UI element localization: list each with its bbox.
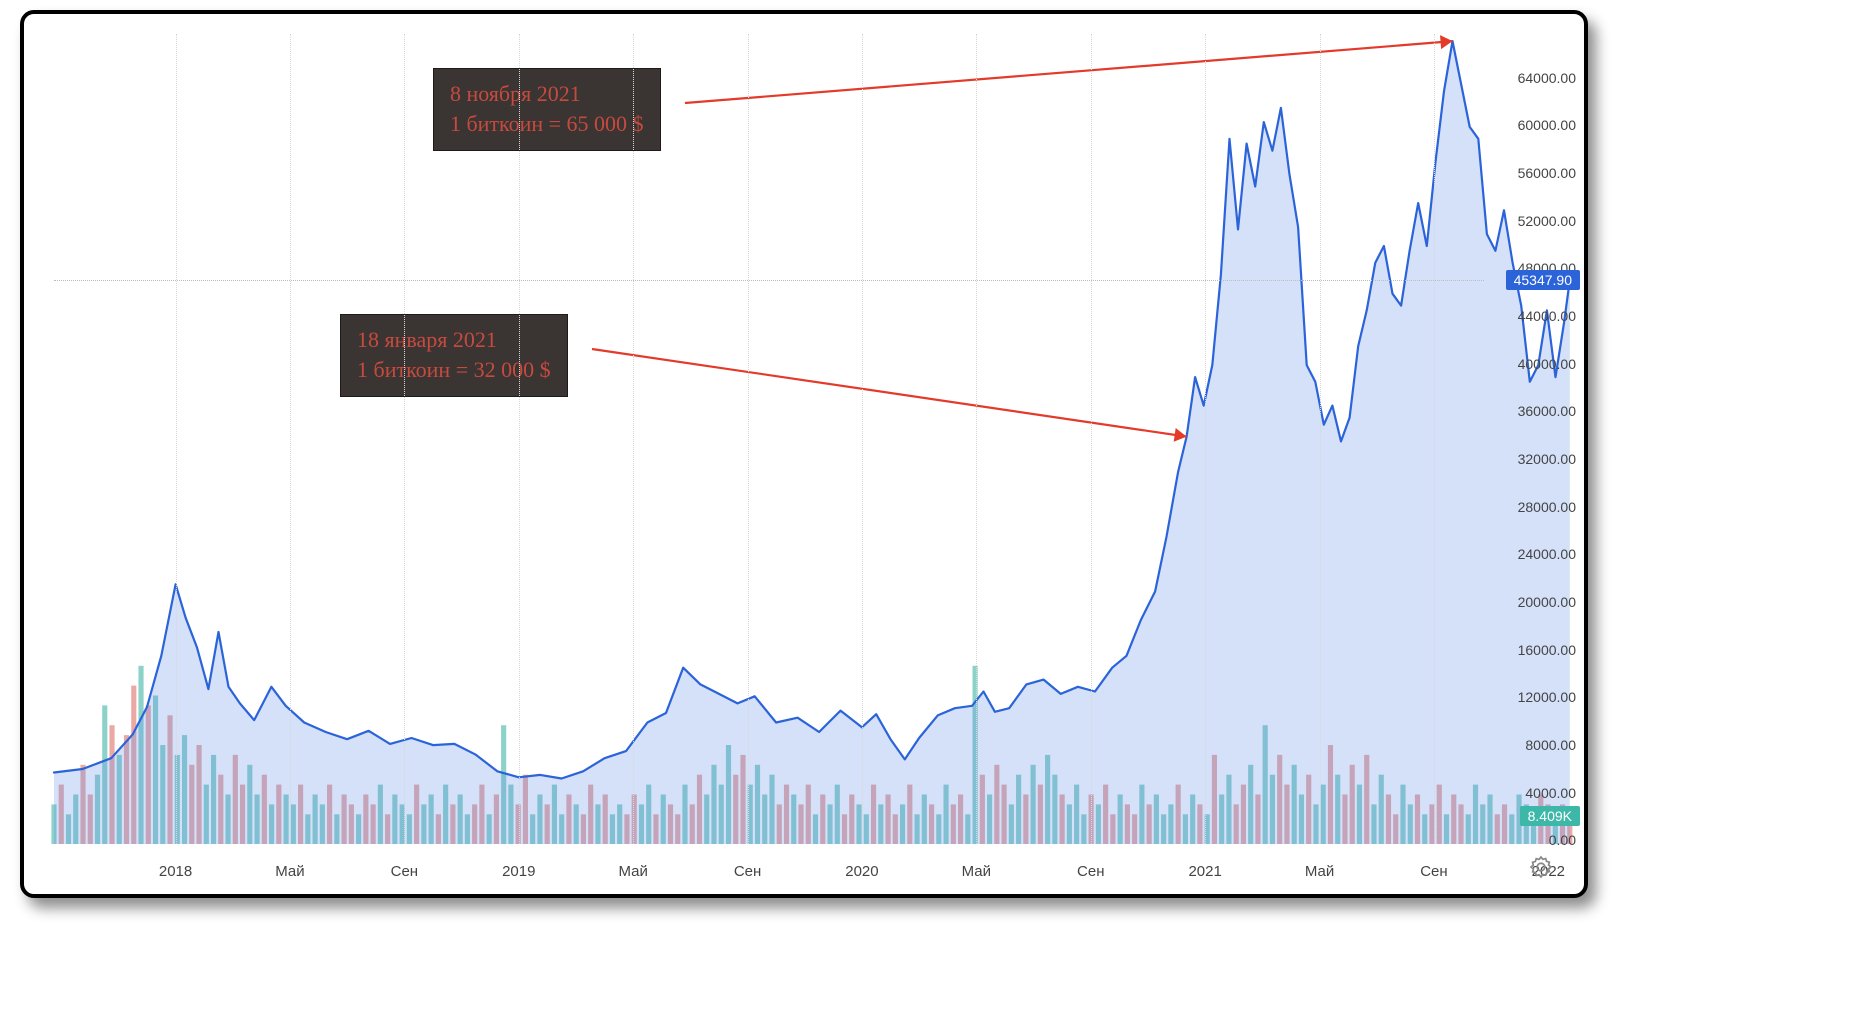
volume-badge: 8.409K <box>1520 806 1580 826</box>
x-axis-tick-label: Май <box>962 863 991 880</box>
y-axis-tick-label: 16000.00 <box>1518 642 1576 658</box>
current-price-line <box>54 280 1484 281</box>
annotation-line1: 8 ноября 2021 <box>450 79 644 109</box>
x-axis: 2018 Май Сен 2019 Май Сен 2020 Май Сен 2021 Май Сен… <box>54 850 1484 880</box>
x-axis-tick-label: Сен <box>734 863 761 880</box>
annotation-jan-2021: 18 января 2021 1 биткоин = 32 000 $ <box>340 314 568 397</box>
chart-frame: 0.00 4000.00 8000.00 12000.00 16000.00 20000.… <box>20 10 1588 898</box>
vertical-gridline <box>1320 34 1321 844</box>
y-axis-tick-label: 0.00 <box>1549 832 1576 848</box>
annotation-line1: 18 января 2021 <box>357 325 551 355</box>
volume-badge-value: 8.409K <box>1528 808 1572 824</box>
settings-button[interactable] <box>1528 854 1554 880</box>
chart-plot-area[interactable] <box>54 34 1484 844</box>
y-axis-tick-label: 36000.00 <box>1518 403 1576 419</box>
y-axis-tick-label: 4000.00 <box>1525 785 1576 801</box>
x-axis-tick-label: Сен <box>1077 863 1104 880</box>
y-axis-tick-label: 20000.00 <box>1518 594 1576 610</box>
annotation-line2: 1 биткоин = 65 000 $ <box>450 109 644 139</box>
vertical-gridline <box>1205 34 1206 844</box>
y-axis-tick-label: 60000.00 <box>1518 117 1576 133</box>
y-axis-tick-label: 56000.00 <box>1518 165 1576 181</box>
y-axis-tick-label: 8000.00 <box>1525 737 1576 753</box>
current-price-value: 45347.90 <box>1514 272 1572 288</box>
vertical-gridline <box>862 34 863 844</box>
vertical-gridline <box>1434 34 1435 844</box>
x-axis-tick-label: Май <box>275 863 304 880</box>
vertical-gridline <box>1091 34 1092 844</box>
x-axis-tick-label: 2020 <box>845 863 878 880</box>
current-price-badge: 45347.90 <box>1506 270 1580 290</box>
annotation-line2: 1 биткоин = 32 000 $ <box>357 355 551 385</box>
vertical-gridline <box>633 34 634 844</box>
y-axis-tick-label: 24000.00 <box>1518 546 1576 562</box>
y-axis: 0.004000.008000.0012000.0016000.0020000.… <box>1486 34 1576 844</box>
vertical-gridline <box>519 34 520 844</box>
y-axis-tick-label: 40000.00 <box>1518 356 1576 372</box>
x-axis-tick-label: Сен <box>1420 863 1447 880</box>
gear-icon <box>1528 854 1554 880</box>
x-axis-tick-label: 2019 <box>502 863 535 880</box>
vertical-gridline <box>976 34 977 844</box>
x-axis-tick-label: 2018 <box>159 863 192 880</box>
x-axis-tick-label: Май <box>618 863 647 880</box>
price-chart-svg <box>54 34 1484 844</box>
vertical-gridline <box>290 34 291 844</box>
x-axis-tick-label: Сен <box>391 863 418 880</box>
y-axis-tick-label: 32000.00 <box>1518 451 1576 467</box>
y-axis-tick-label: 52000.00 <box>1518 213 1576 229</box>
y-axis-tick-label: 28000.00 <box>1518 499 1576 515</box>
vertical-gridline <box>176 34 177 844</box>
y-axis-tick-label: 44000.00 <box>1518 308 1576 324</box>
vertical-gridline <box>748 34 749 844</box>
y-axis-tick-label: 64000.00 <box>1518 70 1576 86</box>
x-axis-tick-label: 2021 <box>1188 863 1221 880</box>
x-axis-tick-label: Май <box>1305 863 1334 880</box>
y-axis-tick-label: 12000.00 <box>1518 689 1576 705</box>
vertical-gridline <box>404 34 405 844</box>
annotation-peak-nov-2021: 8 ноября 2021 1 биткоин = 65 000 $ <box>433 68 661 151</box>
